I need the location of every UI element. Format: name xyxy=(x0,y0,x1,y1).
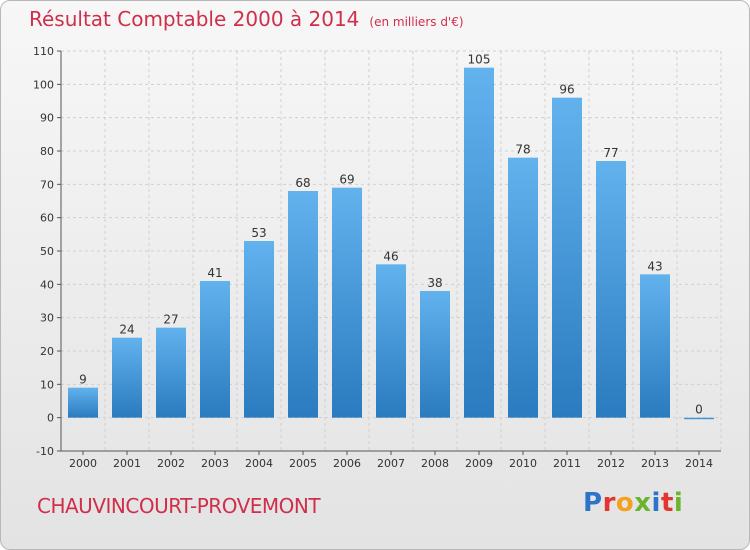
x-tick-label-2000: 2000 xyxy=(69,457,97,470)
chart-subtitle: (en milliers d'€) xyxy=(369,15,464,29)
y-tick-label: 40 xyxy=(40,278,54,291)
data-label-2010: 78 xyxy=(515,143,530,157)
y-tick-label: 30 xyxy=(40,312,54,325)
x-tick-label-2008: 2008 xyxy=(421,457,449,470)
bar-2002 xyxy=(156,327,186,418)
y-tick-label: -10 xyxy=(36,445,54,458)
x-tick-label-2013: 2013 xyxy=(641,457,669,470)
x-axis: 2000 2001 2002 2003 2004 2005 2006 2007 2008 2009… xyxy=(61,450,721,470)
y-tick-label: 10 xyxy=(40,378,54,391)
bar-2005 xyxy=(288,191,318,418)
bar-2001 xyxy=(112,337,142,418)
chart-title: Résultat Comptable 2000 à 2014 (en millie… xyxy=(29,7,464,31)
data-label-2008: 38 xyxy=(427,276,442,290)
x-tick-label-2006: 2006 xyxy=(333,457,361,470)
bar-2006 xyxy=(332,187,362,418)
y-tick-label: 110 xyxy=(33,45,54,58)
y-tick-label: 100 xyxy=(33,78,54,91)
y-axis: -10 0 10 20 30 40 50 60 70 80 90 100 110 xyxy=(33,45,62,458)
data-label-2002: 27 xyxy=(163,313,178,327)
x-tick-label-2010: 2010 xyxy=(509,457,537,470)
bars: 9 24 27 41 53 68 69 46 38 105 78 96 77 43 0 xyxy=(68,53,714,420)
data-label-2005: 68 xyxy=(295,176,310,190)
x-tick-label-2002: 2002 xyxy=(157,457,185,470)
y-tick-label: 20 xyxy=(40,345,54,358)
x-tick-label-2005: 2005 xyxy=(289,457,317,470)
data-label-2006: 69 xyxy=(339,173,354,187)
data-label-2007: 46 xyxy=(383,249,398,263)
data-label-2011: 96 xyxy=(559,83,574,97)
bar-2011 xyxy=(552,97,582,418)
y-tick-label: 90 xyxy=(40,112,54,125)
place-name: CHAUVINCOURT-PROVEMONT xyxy=(37,494,321,518)
x-tick-label-2004: 2004 xyxy=(245,457,273,470)
x-tick-label-2011: 2011 xyxy=(553,457,581,470)
proxiti-logo: Proxiti xyxy=(583,488,684,518)
bar-2009 xyxy=(464,67,494,418)
bar-2004 xyxy=(244,241,274,418)
data-label-2000: 9 xyxy=(79,373,87,387)
data-label-2009: 105 xyxy=(468,53,491,67)
y-tick-label: 60 xyxy=(40,212,54,225)
y-tick-label: 50 xyxy=(40,245,54,258)
data-label-2012: 77 xyxy=(603,146,618,160)
data-label-2001: 24 xyxy=(119,323,134,337)
y-tick-label: 80 xyxy=(40,145,54,158)
bar-2014 xyxy=(684,417,714,420)
x-tick-label-2009: 2009 xyxy=(465,457,493,470)
x-tick-label-2014: 2014 xyxy=(685,457,713,470)
data-label-2003: 41 xyxy=(207,266,222,280)
data-label-2013: 43 xyxy=(647,259,662,273)
bar-2003 xyxy=(200,281,230,418)
bar-2010 xyxy=(508,157,538,418)
y-tick-label: 70 xyxy=(40,178,54,191)
x-tick-label-2001: 2001 xyxy=(113,457,141,470)
bar-2008 xyxy=(420,291,450,418)
x-tick-label-2003: 2003 xyxy=(201,457,229,470)
data-label-2014: 0 xyxy=(695,403,703,417)
bar-2000 xyxy=(68,387,98,418)
x-tick-label-2007: 2007 xyxy=(377,457,405,470)
bar-2013 xyxy=(640,274,670,418)
x-tick-label-2012: 2012 xyxy=(597,457,625,470)
bar-2007 xyxy=(376,264,406,418)
y-tick-label: 0 xyxy=(47,412,54,425)
data-label-2004: 53 xyxy=(251,226,266,240)
bar-2012 xyxy=(596,161,626,418)
